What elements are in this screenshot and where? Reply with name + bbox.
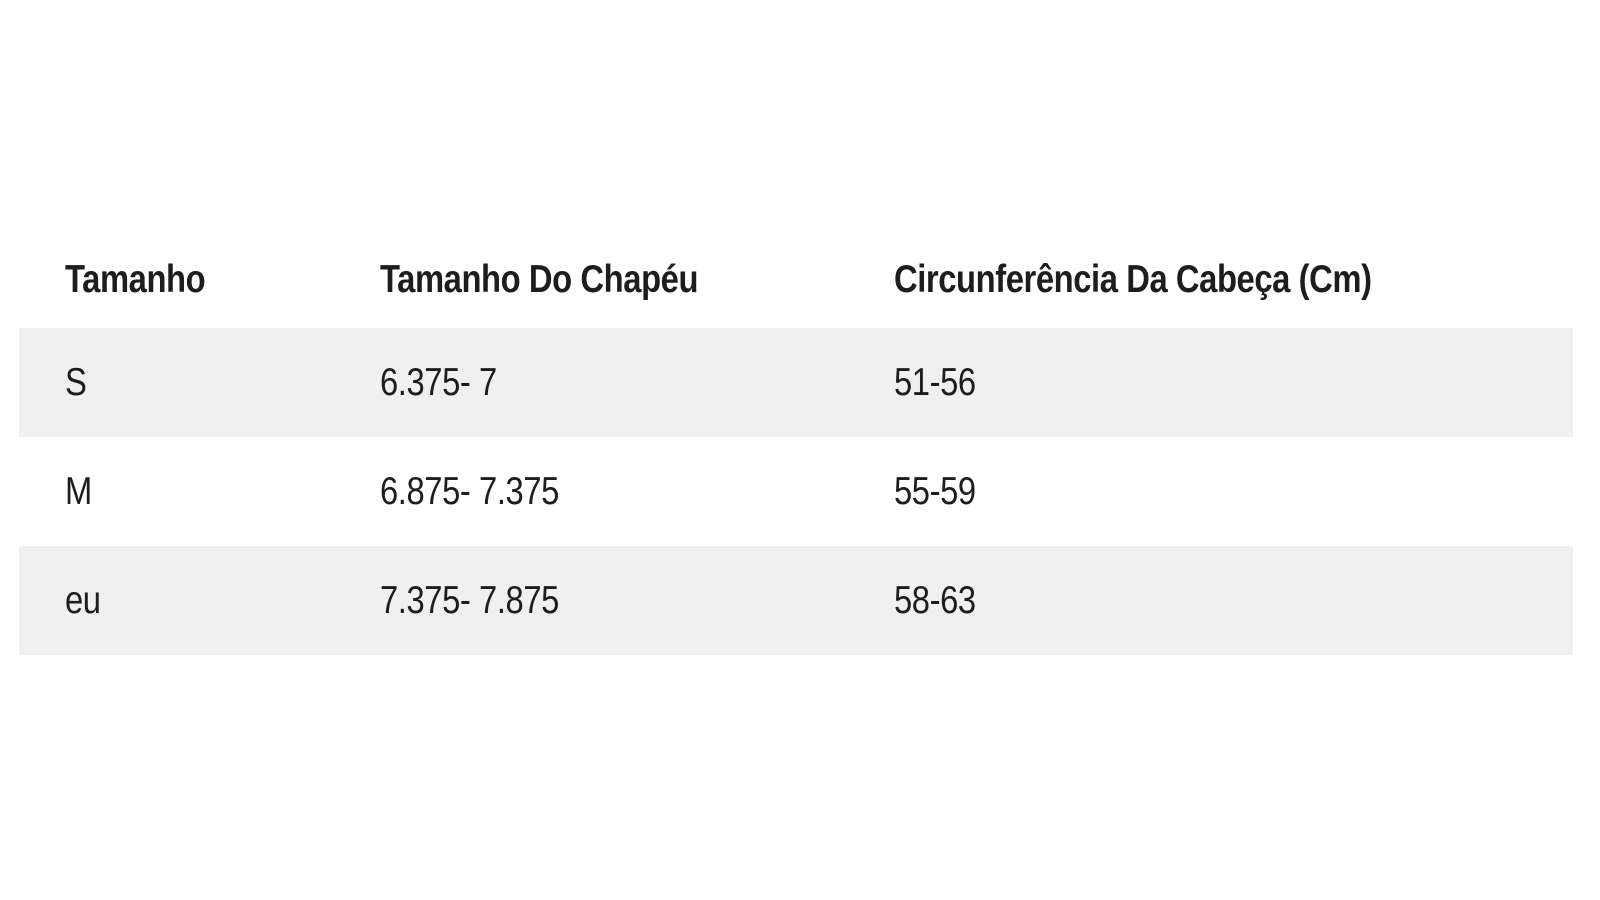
cell-size: S xyxy=(19,363,334,402)
head-circumference-value: 51-56 xyxy=(894,361,976,404)
cell-hat-size: 7.375- 7.875 xyxy=(334,581,848,620)
size-value: M xyxy=(65,470,92,513)
cell-size: M xyxy=(19,472,334,511)
size-chart-table: Tamanho Tamanho Do Chapéu Circunferência… xyxy=(19,230,1573,655)
size-value: S xyxy=(65,361,87,404)
cell-hat-size: 6.375- 7 xyxy=(334,363,848,402)
cell-head-circumference: 51-56 xyxy=(848,363,1573,402)
hat-size-value: 7.375- 7.875 xyxy=(380,579,559,622)
hat-size-value: 6.875- 7.375 xyxy=(380,470,559,513)
head-circumference-value: 58-63 xyxy=(894,579,976,622)
hat-size-value: 6.375- 7 xyxy=(380,361,497,404)
header-label-hat-size: Tamanho Do Chapéu xyxy=(380,257,699,301)
header-label-head-circumference: Circunferência Da Cabeça (Cm) xyxy=(894,257,1372,301)
table-row-eu: eu 7.375- 7.875 58-63 xyxy=(19,546,1573,655)
cell-size: eu xyxy=(19,581,334,620)
cell-hat-size: 6.875- 7.375 xyxy=(334,472,848,511)
header-label-size: Tamanho xyxy=(65,257,206,301)
size-value: eu xyxy=(65,579,101,622)
header-cell-hat-size: Tamanho Do Chapéu xyxy=(334,260,848,299)
table-row-s: S 6.375- 7 51-56 xyxy=(19,328,1573,437)
header-cell-head-circumference: Circunferência Da Cabeça (Cm) xyxy=(848,260,1573,299)
cell-head-circumference: 55-59 xyxy=(848,472,1573,511)
header-cell-size: Tamanho xyxy=(19,260,334,299)
cell-head-circumference: 58-63 xyxy=(848,581,1573,620)
head-circumference-value: 55-59 xyxy=(894,470,976,513)
table-row-m: M 6.875- 7.375 55-59 xyxy=(19,437,1573,546)
header-row: Tamanho Tamanho Do Chapéu Circunferência… xyxy=(19,230,1573,328)
